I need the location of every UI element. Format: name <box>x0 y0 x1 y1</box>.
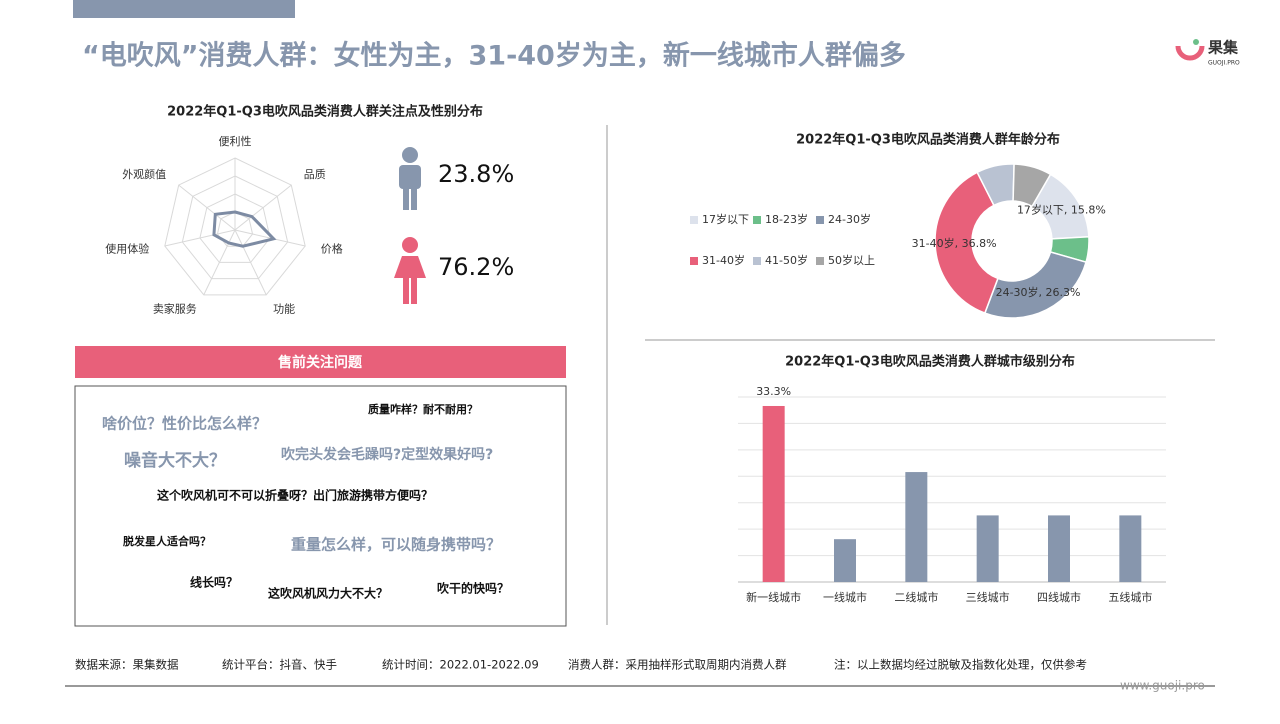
question: 这吹风机风力大不大？ <box>268 586 388 601</box>
spoke <box>203 229 236 296</box>
legend-label: 50岁以上 <box>828 253 875 267</box>
question: 吹完头发会毛躁吗?定型效果好吗? <box>281 446 493 463</box>
bar <box>1048 515 1070 582</box>
footer-note: 注：以上数据均经过脱敏及指数化处理，仅供参考 <box>834 658 1087 672</box>
x-tick-label: 五线城市 <box>1108 590 1152 604</box>
question-header <box>75 346 566 378</box>
question: 噪音大不大？ <box>124 450 226 471</box>
logo-mark <box>1175 45 1205 61</box>
bar <box>1119 515 1142 582</box>
axis-label: 功能 <box>273 301 295 315</box>
watermark: www.guoji.pro <box>1120 679 1205 693</box>
footer-note: 消费人群：采用抽样形式取周期内消费人群 <box>568 658 787 672</box>
donut-slice <box>1012 163 1052 208</box>
grid-ring <box>216 211 254 247</box>
legend-swatch <box>816 257 824 265</box>
x-tick-label: 新一线城市 <box>746 590 801 604</box>
data-label: 24-30岁, 26.3% <box>996 285 1081 299</box>
question: 线长吗？ <box>190 575 238 590</box>
axis-label: 品质 <box>304 168 326 181</box>
logo-name: 果集 <box>1207 39 1239 57</box>
spoke <box>178 184 236 231</box>
question-title: 售前关注问题 <box>277 354 363 371</box>
chart-title: 2022年Q1-Q3电吹风品类消费人群城市级别分布 <box>785 354 1075 370</box>
x-tick-label: 一线城市 <box>823 590 867 604</box>
donut-slice <box>983 251 1087 319</box>
spoke <box>234 229 306 247</box>
legend-swatch <box>690 216 698 224</box>
legend-label: 31-40岁 <box>702 253 745 267</box>
data-label: 33.3% <box>756 385 791 398</box>
bar <box>762 405 785 582</box>
legend-label: 41-50岁 <box>765 253 808 267</box>
chart-title: 2022年Q1-Q3电吹风品类消费人群关注点及性别分布 <box>167 104 483 120</box>
data-label: 31-40岁, 36.8% <box>912 236 997 250</box>
bar <box>905 472 928 582</box>
x-tick-label: 四线城市 <box>1037 590 1081 604</box>
legend-swatch <box>816 216 824 224</box>
axis-label: 卖家服务 <box>153 301 197 315</box>
question: 质量咋样？耐不耐用？ <box>368 402 478 416</box>
bar <box>976 515 999 582</box>
axis-label: 使用体验 <box>105 242 149 256</box>
chart-title: 2022年Q1-Q3电吹风品类消费人群年龄分布 <box>796 132 1060 148</box>
grid-ring <box>181 175 289 280</box>
male-share: 23.8% <box>438 160 514 188</box>
x-tick-label: 三线城市 <box>966 590 1010 604</box>
logo-dot <box>1193 39 1199 45</box>
legend-label: 17岁以下 <box>702 212 749 226</box>
footer-note: 数据来源：果集数据 <box>75 658 179 672</box>
male-icon <box>399 147 421 210</box>
radar-area <box>212 210 277 248</box>
female-icon <box>394 237 426 304</box>
axis-label: 价格 <box>321 242 343 256</box>
x-tick-label: 二线城市 <box>894 590 938 604</box>
bar <box>834 539 856 582</box>
question: 这个吹风机可不可以折叠呀？出门旅游携带方便吗？ <box>157 488 433 503</box>
footer-note: 统计时间：2022.01-2022.09 <box>382 658 539 672</box>
grid-ring <box>199 193 271 263</box>
logo-sub: GUOJI.PRO <box>1208 60 1240 67</box>
axis-label: 便利性 <box>219 134 252 148</box>
legend-swatch <box>753 257 761 265</box>
legend-swatch <box>753 216 761 224</box>
female-share: 76.2% <box>438 253 514 281</box>
donut-slice <box>934 171 999 315</box>
question-box <box>74 385 567 627</box>
legend-label: 24-30岁 <box>828 212 871 226</box>
legend-swatch <box>690 257 698 265</box>
question: 啥价位？性价比怎么样？ <box>102 415 267 433</box>
data-label: 17岁以下, 15.8% <box>1017 203 1106 217</box>
spoke <box>164 229 236 247</box>
grid-ring <box>164 157 306 296</box>
question: 重量怎么样，可以随身携带吗？ <box>291 536 501 554</box>
top-bar <box>73 0 295 18</box>
page-title: “电吹风”消费人群：女性为主，31-40岁为主，新一线城市人群偏多 <box>82 40 906 72</box>
footer-note: 统计平台：抖音、快手 <box>222 658 337 672</box>
spoke <box>234 184 292 231</box>
axis-label: 外观颜值 <box>122 168 166 181</box>
question: 吹干的快吗？ <box>437 581 509 596</box>
question: 脱发星人适合吗？ <box>123 534 211 548</box>
legend-label: 18-23岁 <box>765 212 808 226</box>
spoke <box>234 229 267 296</box>
